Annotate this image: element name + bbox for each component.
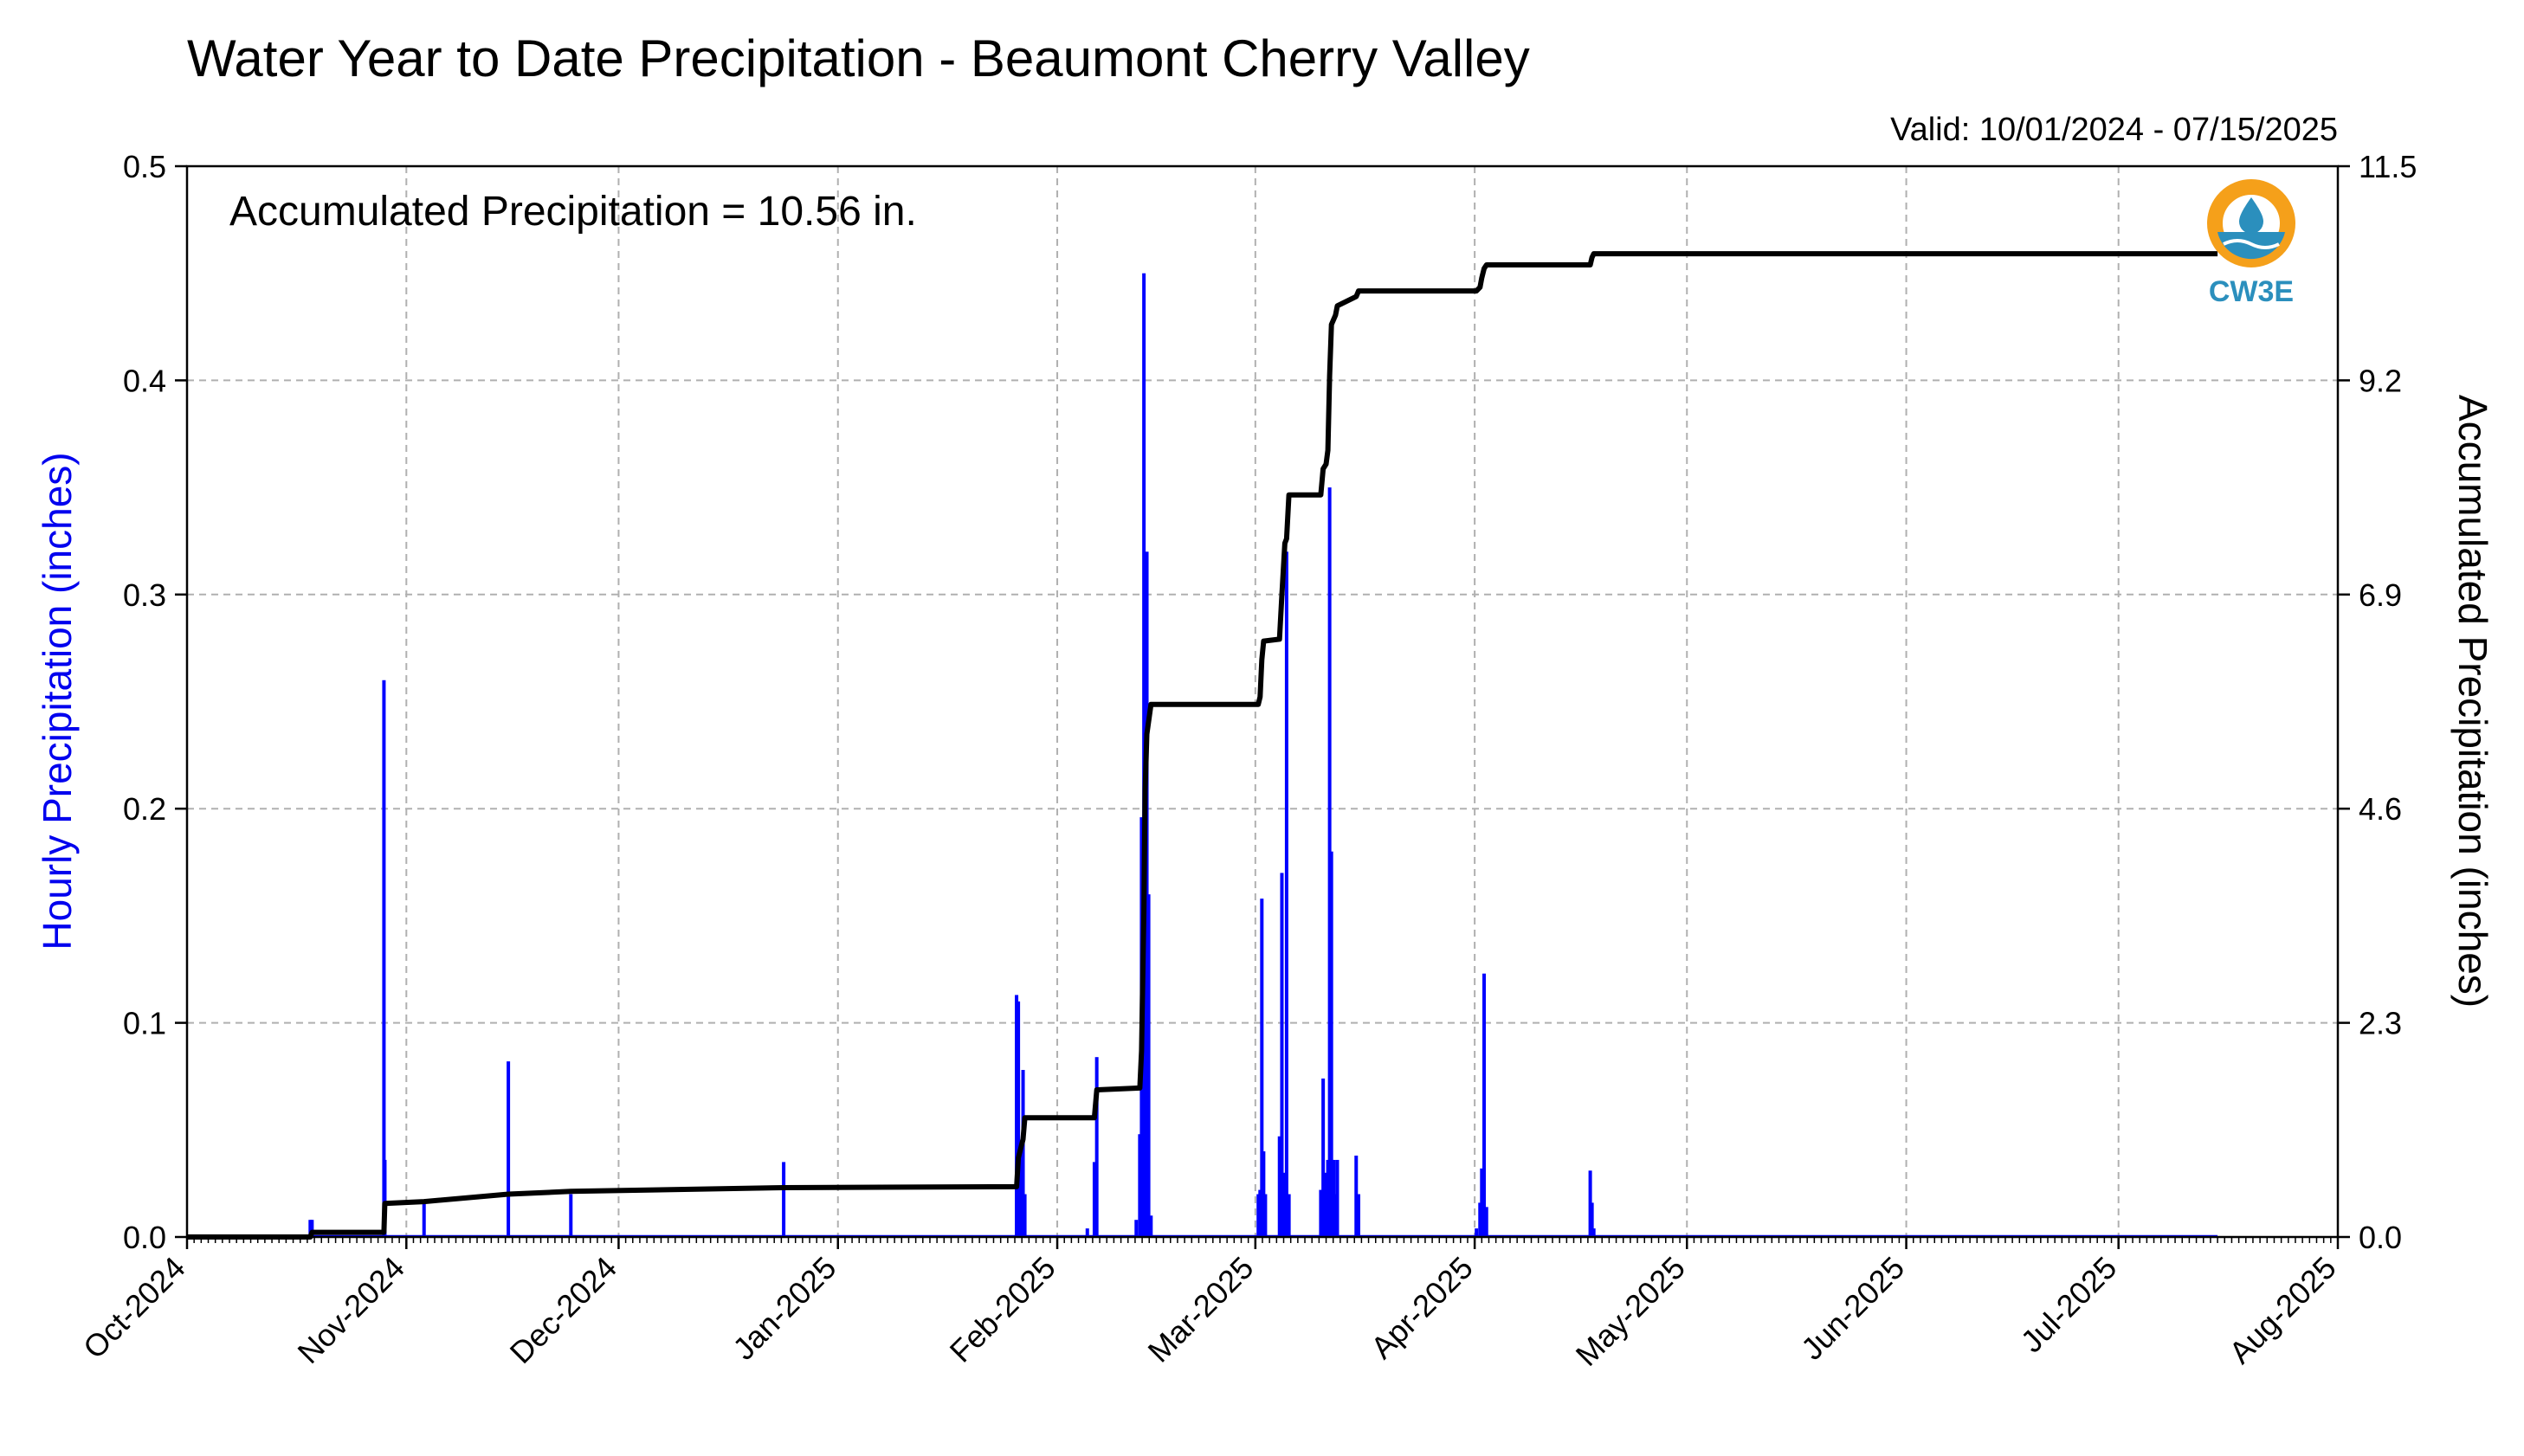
hourly-bar [1356,1194,1360,1237]
hourly-bar [1484,1207,1488,1237]
hourly-bar [1326,1159,1330,1237]
hourly-bar [782,1162,786,1237]
hourly-bar [1015,995,1019,1237]
hourly-bar [1329,851,1333,1237]
hourly-bar [507,1061,511,1237]
hourly-bar [1134,1220,1139,1237]
right-tick-label: 2.3 [2359,1006,2402,1041]
hourly-bar [383,1159,387,1237]
hourly-bar [1018,1151,1023,1237]
hourly-bar [1319,1189,1323,1237]
hourly-bar [1258,1189,1262,1237]
right-tick-label: 11.5 [2359,149,2417,184]
hourly-bar [382,680,386,1237]
logo-ring-icon [2207,179,2295,267]
hourly-bar [1588,1170,1592,1237]
axis-ticks [175,164,2350,1249]
right-tick-label: 0.0 [2359,1220,2402,1255]
hourly-bar [422,1202,426,1237]
left-axis-label: Hourly Precipitation (inches) [35,452,80,950]
hourly-bar [1023,1194,1027,1237]
hourly-bar [1354,1155,1359,1237]
hourly-bar [1591,1228,1596,1237]
hourly-bar [1017,1001,1021,1237]
left-tick-label: 0.4 [123,363,166,398]
left-axis-tick-labels: 0.0 0.1 0.2 0.3 0.4 0.5 [123,149,166,1255]
hourly-bar [1282,1172,1287,1237]
accumulated-line-group [187,251,2218,1240]
hourly-bar [1324,1172,1328,1237]
hourly-bar [1021,1070,1025,1237]
hourly-bar [1146,894,1151,1237]
left-tick-label: 0.0 [123,1220,166,1255]
hourly-bar [1094,1057,1099,1237]
hourly-bar [1335,1159,1339,1237]
hourly-bar [1332,1159,1336,1237]
hourly-bar [1478,1202,1482,1237]
logo-drop-icon [2239,197,2263,234]
hourly-bar [1138,1134,1142,1237]
hourly-bar [569,1194,573,1237]
hourly-bar [1321,1078,1326,1237]
right-axis-tick-labels: 0.0 2.3 4.6 6.9 9.2 11.5 [2359,149,2417,1255]
hourly-bar [308,1220,313,1237]
left-tick-label: 0.1 [123,1006,166,1041]
hourly-bar [1280,873,1284,1237]
hourly-bar [1262,1151,1266,1237]
hourly-bar [1260,899,1264,1237]
accumulated-total-annotation: Accumulated Precipitation = 10.56 in. [229,189,917,235]
hourly-bar [1284,551,1288,1237]
chart-title: Water Year to Date Precipitation - Beaum… [187,29,1530,87]
hourly-bar [1149,1215,1153,1237]
hourly-bar [1590,1202,1594,1237]
left-tick-label: 0.3 [123,577,166,613]
hourly-bar [1333,1194,1338,1237]
logo-wave-icon [2223,239,2280,249]
accumulated-precip-line [187,251,2218,1240]
hourly-bar [1475,1228,1479,1237]
hourly-bar [1277,1136,1281,1237]
right-tick-label: 4.6 [2359,791,2402,827]
hourly-bar [1263,1194,1268,1237]
right-axis-label: Accumulated Precipitation (inches) [2450,395,2495,1008]
hourly-bar [1085,1228,1089,1237]
left-tick-label: 0.2 [123,791,166,827]
left-tick-label: 0.5 [123,149,166,184]
hourly-bar [1480,1168,1484,1237]
logo-text: CW3E [2209,275,2294,308]
right-tick-label: 9.2 [2359,363,2402,398]
right-tick-label: 6.9 [2359,577,2402,613]
hourly-bar [1482,973,1487,1237]
cw3e-logo: CW3E [2207,179,2295,308]
hourly-bar [1256,1194,1261,1237]
valid-date-range: Valid: 10/01/2024 - 07/15/2025 [1890,112,2338,148]
hourly-bar [1287,1194,1291,1237]
hourly-bar [1145,551,1149,1237]
hourly-bar [1092,1162,1096,1237]
hourly-bar [1327,487,1332,1237]
hourly-bar [310,1220,314,1237]
gridlines [187,166,2338,1237]
